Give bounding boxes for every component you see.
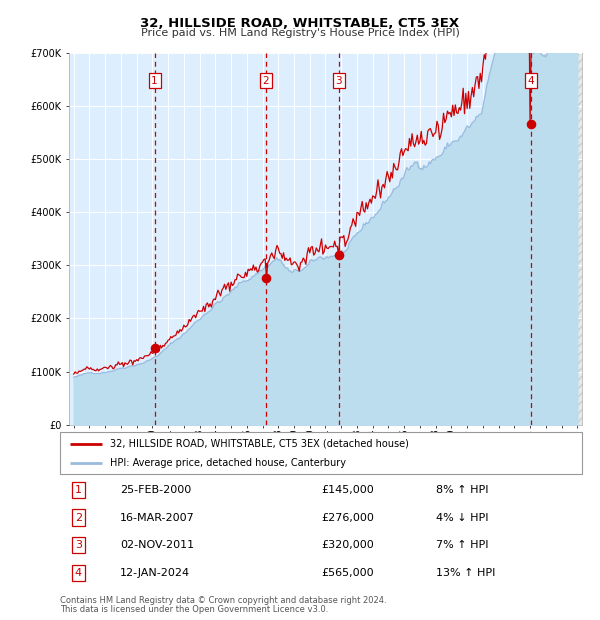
Text: 3: 3 [335, 76, 342, 86]
Text: 12-JAN-2024: 12-JAN-2024 [120, 568, 190, 578]
Text: 1: 1 [151, 76, 158, 86]
Text: This data is licensed under the Open Government Licence v3.0.: This data is licensed under the Open Gov… [60, 605, 328, 614]
Point [150, 343, 160, 353]
Point [334, 250, 344, 260]
Text: 3: 3 [75, 540, 82, 550]
Text: 2: 2 [263, 76, 269, 86]
Text: 32, HILLSIDE ROAD, WHITSTABLE, CT5 3EX: 32, HILLSIDE ROAD, WHITSTABLE, CT5 3EX [140, 17, 460, 30]
Text: £276,000: £276,000 [321, 513, 374, 523]
Text: 4: 4 [527, 76, 534, 86]
Point [526, 120, 535, 130]
Text: £145,000: £145,000 [321, 485, 374, 495]
Text: 25-FEB-2000: 25-FEB-2000 [120, 485, 191, 495]
Text: 16-MAR-2007: 16-MAR-2007 [120, 513, 195, 523]
Bar [530, 53, 598, 425]
Bar [530, 53, 598, 425]
Text: HPI: Average price, detached house, Canterbury: HPI: Average price, detached house, Cant… [110, 458, 346, 468]
Text: 4% ↓ HPI: 4% ↓ HPI [436, 513, 488, 523]
Text: 02-NOV-2011: 02-NOV-2011 [120, 540, 194, 550]
Text: Price paid vs. HM Land Registry's House Price Index (HPI): Price paid vs. HM Land Registry's House … [140, 28, 460, 38]
Text: 8% ↑ HPI: 8% ↑ HPI [436, 485, 488, 495]
Text: £320,000: £320,000 [321, 540, 374, 550]
Text: £565,000: £565,000 [321, 568, 374, 578]
Text: 4: 4 [75, 568, 82, 578]
Text: 32, HILLSIDE ROAD, WHITSTABLE, CT5 3EX (detached house): 32, HILLSIDE ROAD, WHITSTABLE, CT5 3EX (… [110, 438, 409, 448]
FancyBboxPatch shape [60, 432, 582, 474]
Text: 1: 1 [75, 485, 82, 495]
Text: 2: 2 [75, 513, 82, 523]
Text: 13% ↑ HPI: 13% ↑ HPI [436, 568, 495, 578]
Text: 7% ↑ HPI: 7% ↑ HPI [436, 540, 488, 550]
Point [261, 273, 271, 283]
Text: Contains HM Land Registry data © Crown copyright and database right 2024.: Contains HM Land Registry data © Crown c… [60, 596, 386, 606]
